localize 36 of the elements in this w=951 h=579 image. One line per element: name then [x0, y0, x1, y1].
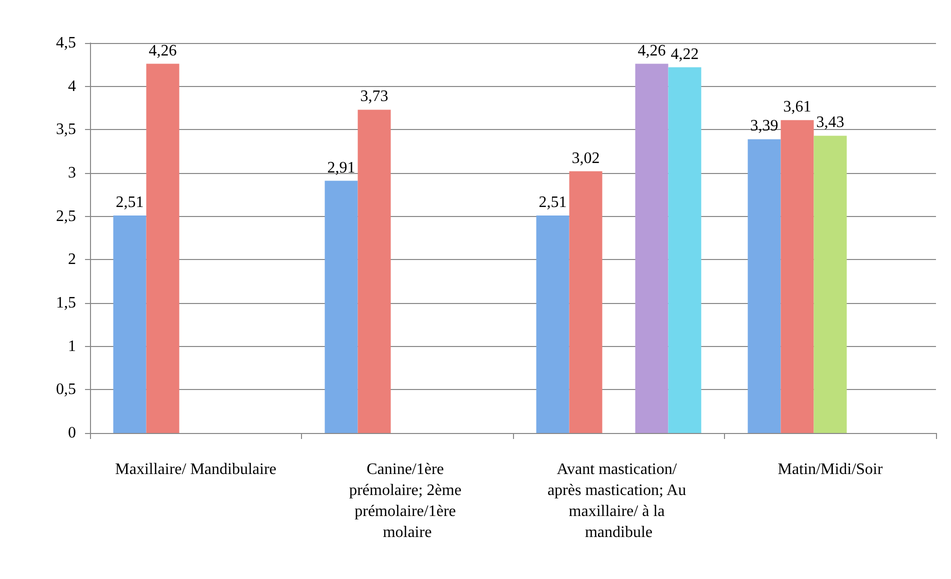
y-tick-label: 2 — [68, 251, 76, 268]
bar — [569, 171, 602, 433]
y-tick-label: 4 — [68, 78, 76, 95]
y-tick-label: 2,5 — [56, 208, 76, 225]
x-tick-label: Avant mastication/ après mastication; Au maxillaire/ à la mandibule — [547, 461, 690, 541]
data-label: 2,51 — [116, 194, 144, 211]
data-label: 3,43 — [816, 114, 844, 132]
data-label: 2,51 — [538, 194, 567, 211]
y-tick-label: 0,5 — [56, 381, 76, 398]
bar — [668, 67, 702, 433]
bar — [358, 110, 391, 433]
data-label: 4,26 — [148, 42, 177, 60]
x-tick-label: Matin/Midi/Soir — [778, 461, 884, 478]
y-tick-label: 3 — [68, 164, 76, 182]
bar — [324, 180, 358, 433]
data-label: 4,26 — [638, 42, 666, 60]
bar — [146, 64, 180, 433]
x-tick-label: Canine/1ère prémolaire; 2ème prémolaire/1ère molaire — [349, 461, 466, 541]
bar — [536, 215, 570, 433]
y-tick-label: 4,5 — [56, 34, 76, 52]
y-tick-label: 3,5 — [56, 121, 76, 138]
data-label: 4,22 — [670, 46, 699, 63]
x-tick-label: Maxillaire/ Mandibulaire — [115, 461, 276, 478]
y-tick-label: 1 — [68, 338, 76, 355]
data-label: 2,91 — [327, 159, 356, 176]
data-label: 3,73 — [360, 88, 388, 106]
data-label: 3,02 — [572, 150, 600, 167]
data-label: 3,61 — [783, 98, 812, 116]
y-tick-label: 1,5 — [56, 294, 76, 312]
y-tick-label: 0 — [68, 424, 76, 442]
bar — [748, 139, 781, 433]
bar — [780, 120, 814, 433]
data-label: 3,39 — [750, 118, 778, 135]
bar — [635, 64, 668, 433]
bar — [113, 215, 146, 433]
bar — [814, 136, 847, 433]
